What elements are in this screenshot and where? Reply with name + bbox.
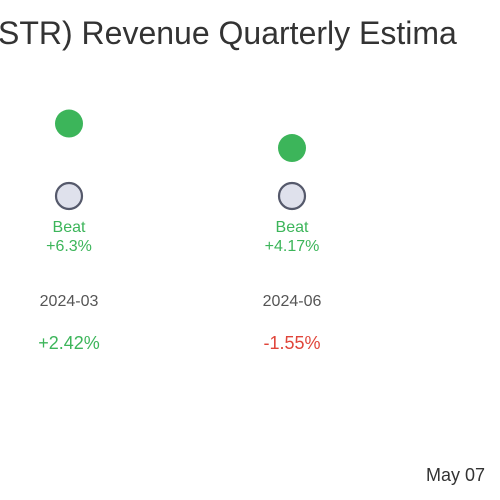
price-change-label: +2.42% (38, 333, 100, 353)
surprise-percent-label: +4.17% (265, 238, 320, 255)
quarter-column: Beat +4.17% 2024-06 -1.55% (263, 134, 322, 353)
actual-marker (278, 134, 306, 163)
estimate-marker (277, 181, 307, 211)
surprise-percent-label: +6.3% (46, 238, 92, 255)
quarter-date-label: 2024-03 (40, 293, 99, 310)
surprise-status-label: Beat (276, 219, 309, 236)
quarter-date-label: 2024-06 (263, 293, 322, 310)
quarter-columns: Beat +6.3% 2024-03 +2.42% Beat +4.17% 2024-06 -… (38, 109, 322, 353)
actual-marker (55, 109, 83, 138)
surprise-status-label: Beat (53, 219, 86, 236)
estimate-marker (54, 181, 84, 211)
quarter-column: Beat +6.3% 2024-03 +2.42% (38, 109, 100, 353)
chart-title: STR) Revenue Quarterly Estima (0, 15, 457, 51)
footer-date: May 07 (426, 465, 485, 485)
price-change-label: -1.55% (263, 333, 320, 353)
